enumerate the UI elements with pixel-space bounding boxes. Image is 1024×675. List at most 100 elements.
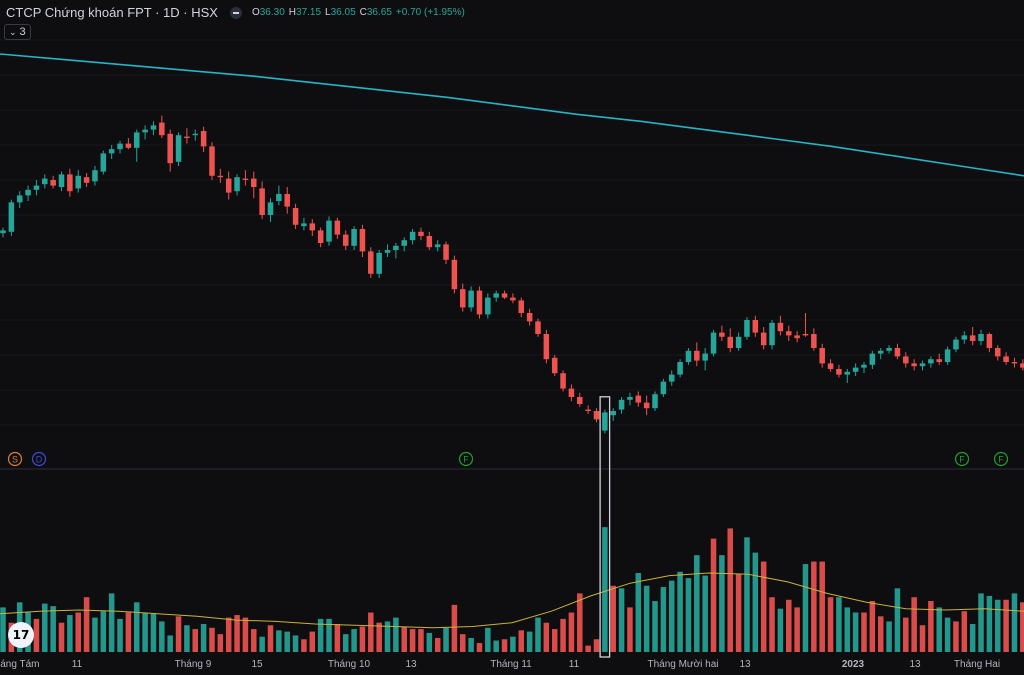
x-tick-label: Tháng Hai <box>954 659 1000 670</box>
candle-body <box>844 371 851 375</box>
volume-bar <box>0 607 6 652</box>
volume-bar <box>836 597 842 652</box>
candle-body <box>836 369 842 375</box>
candle-body <box>485 297 491 315</box>
candle-body <box>25 189 31 196</box>
candle-body <box>510 297 516 301</box>
volume-bar <box>351 629 357 652</box>
volume-bar <box>694 555 700 652</box>
candle-body <box>242 178 249 180</box>
volume-bar <box>894 588 901 652</box>
candle-body <box>710 332 717 354</box>
candle-body <box>877 350 884 354</box>
tradingview-logo[interactable]: 17 <box>8 622 34 648</box>
candle-body <box>209 146 215 176</box>
volume-bar <box>259 636 265 652</box>
candle-body <box>334 220 341 235</box>
volume-bar <box>911 597 917 652</box>
candle-body <box>794 335 800 339</box>
volume-bar <box>677 571 683 652</box>
volume-bar <box>794 607 800 652</box>
candle-body <box>42 178 48 185</box>
volume-bar <box>510 636 516 652</box>
volume-bar <box>685 578 692 652</box>
x-tick-label: 15 <box>251 659 263 670</box>
volume-bar <box>50 606 56 652</box>
volume-bar <box>994 599 1001 652</box>
candle-body <box>150 125 157 130</box>
volume-bar <box>819 561 825 652</box>
symbol-title[interactable]: CTCP Chứng khoán FPT · 1D · HSX <box>6 5 218 20</box>
x-tick-label: Tháng Mười hai <box>647 659 718 670</box>
volume-bar <box>877 616 884 652</box>
candle-body <box>643 402 650 409</box>
volume-bar <box>75 612 81 652</box>
high-value: 37.15 <box>296 7 322 18</box>
candle-body <box>852 367 859 372</box>
volume-bar <box>409 629 416 652</box>
volume-bar <box>451 604 458 652</box>
x-tick-label: 11 <box>72 659 83 670</box>
volume-bar <box>610 585 616 652</box>
indicators-toggle[interactable]: ⌄ 3 <box>4 24 31 40</box>
volume-bar <box>844 607 851 652</box>
candle-body <box>1020 363 1024 368</box>
volume-bar <box>978 593 984 652</box>
volume-bar <box>702 575 708 652</box>
candle-body <box>426 236 433 248</box>
collapse-icon[interactable] <box>229 6 242 19</box>
candle-body <box>0 230 6 234</box>
volume-bar <box>1003 599 1009 652</box>
candle-body <box>652 394 658 409</box>
open-label: O <box>251 7 260 18</box>
candle-body <box>393 245 399 250</box>
candle-body <box>660 381 667 395</box>
candle-body <box>668 374 675 382</box>
candle-body <box>409 231 416 241</box>
volume-bar <box>744 537 750 652</box>
candle-body <box>627 397 633 400</box>
event-marker-label: D <box>36 455 43 465</box>
candle-body <box>827 363 834 369</box>
volume-bar <box>660 587 667 652</box>
chart-header: CTCP Chứng khoán FPT · 1D · HSX O36.30 H… <box>6 5 465 20</box>
volume-bar <box>602 527 608 652</box>
candle-body <box>200 131 207 147</box>
indicator-count: 3 <box>19 26 26 38</box>
candle-body <box>685 350 692 362</box>
volume-bar <box>125 612 132 652</box>
volume-bar <box>593 639 600 652</box>
candle-body <box>936 359 942 362</box>
candle-body <box>384 250 391 253</box>
candle-body <box>359 229 366 252</box>
event-marker <box>31 451 47 467</box>
candle-body <box>217 175 224 178</box>
volume-bar <box>142 612 148 652</box>
volume-bar <box>861 612 867 652</box>
candle-body <box>342 234 349 246</box>
candle-body <box>58 174 65 187</box>
candle-body <box>259 188 265 215</box>
candle-body <box>969 335 976 341</box>
candle-body <box>92 170 98 182</box>
candle-body <box>994 348 1001 357</box>
candle-body <box>284 194 290 207</box>
candle-body <box>142 129 148 133</box>
candle-body <box>635 395 642 403</box>
candle-body <box>577 397 583 404</box>
candle-body <box>752 320 759 333</box>
volume-bar <box>242 617 249 652</box>
volume-bar <box>292 635 299 652</box>
candle-body <box>944 349 951 362</box>
volume-bar <box>251 629 257 652</box>
volume-bar <box>501 639 508 652</box>
volume-bar <box>317 618 324 652</box>
chevron-down-icon: ⌄ <box>9 27 17 37</box>
candle-body <box>476 290 483 315</box>
volume-bar <box>777 608 784 652</box>
close-value: 36.65 <box>366 7 392 18</box>
candle-body <box>117 143 123 150</box>
candle-body <box>234 177 240 192</box>
candle-body <box>50 180 56 186</box>
